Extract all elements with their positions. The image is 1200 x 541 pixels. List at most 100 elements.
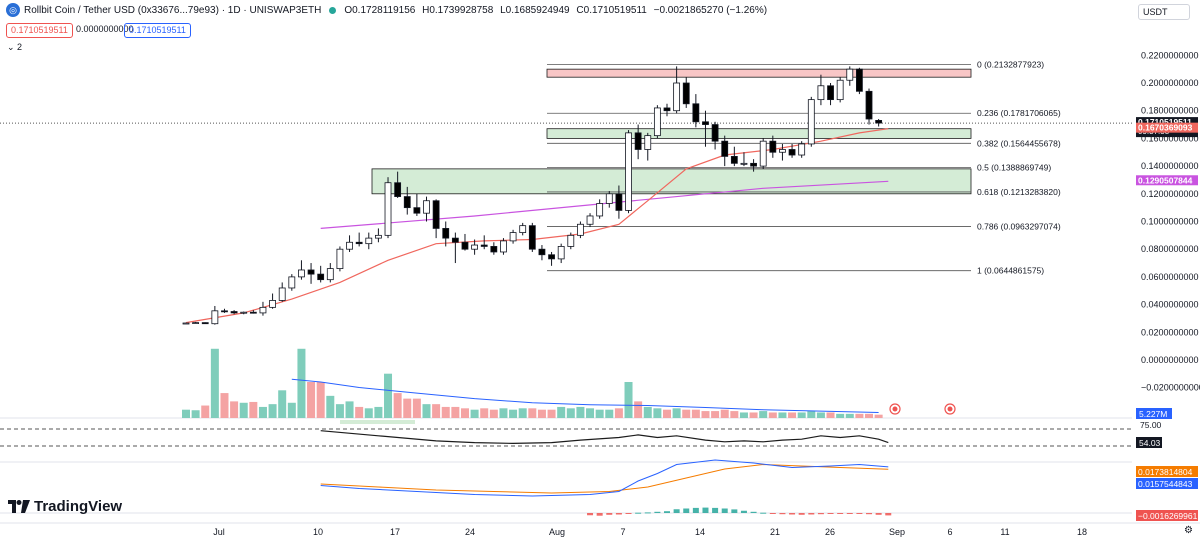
indicators-toggle[interactable]: ⌄ 2 [7, 42, 23, 52]
support-zone [546, 128, 972, 139]
ohlc-low: L0.1685924949 [500, 4, 570, 16]
volume-bar [278, 390, 287, 418]
candle-up [557, 246, 565, 260]
candle-up [596, 203, 604, 217]
ohlc-high: H0.1739928758 [422, 4, 494, 16]
y-tick-label: 0.1400000000 [1141, 161, 1199, 171]
candle-down [538, 248, 546, 256]
tradingview-logo[interactable]: TradingView [8, 498, 122, 515]
candle-up [836, 79, 844, 101]
volume-axis-tag [1136, 408, 1172, 419]
macd-histogram-bar [798, 513, 805, 515]
candle-down [307, 269, 315, 275]
candle-down [721, 140, 729, 157]
macd-line [320, 459, 889, 497]
coin-logo-icon: ◎ [6, 3, 20, 17]
macd-histogram-bar [683, 508, 690, 513]
candle-up [779, 149, 786, 153]
volume-bar [720, 409, 729, 418]
volume-bar [586, 408, 595, 418]
y-tick-label: 0.2200000000 [1141, 50, 1199, 60]
macd-signal-line [320, 463, 889, 494]
x-tick-label: 17 [390, 527, 400, 537]
volume-bar [788, 412, 797, 418]
volume-bar [711, 411, 720, 418]
y-tick-label: 0.0400000000 [1141, 300, 1199, 310]
candle-up [605, 193, 613, 204]
volume-bar [326, 395, 335, 418]
rsi-overbought-fill [340, 420, 415, 424]
macd-histogram-bar [856, 513, 863, 514]
x-tick-label: 7 [620, 527, 625, 537]
volume-bar [287, 402, 296, 418]
volume-bar [422, 404, 431, 418]
settings-gear-icon[interactable]: ⚙ [1184, 525, 1193, 536]
macd-histogram-bar [596, 513, 603, 516]
volume-bar [653, 408, 662, 418]
rsi-axis-tag [1136, 437, 1162, 448]
candle-down [249, 311, 257, 314]
y-tick-label: 0.0200000000 [1141, 327, 1199, 337]
price-axis-tag-label: 0.1670369093 [1138, 123, 1193, 133]
macd-histogram-bar [750, 511, 757, 513]
candle-down [750, 162, 757, 167]
volume-bar [191, 410, 200, 418]
volume-ma-line [291, 378, 879, 413]
x-tick-label: 26 [825, 527, 835, 537]
macd-histogram-bar [635, 512, 642, 514]
candle-up [740, 162, 748, 165]
sell-price-button[interactable]: 0.1710519511 [6, 23, 73, 38]
volume-bar [634, 401, 643, 418]
volume-bar [691, 409, 700, 418]
ohlc-close: C0.1710519511 [576, 4, 647, 16]
volume-bar [201, 405, 210, 418]
volume-bar [518, 408, 527, 418]
candle-up [586, 215, 594, 225]
ohlc-change: −0.0021865270 (−1.26%) [653, 4, 768, 16]
fib-level-label: 0.236 (0.1781706065) [977, 108, 1061, 118]
volume-bar [836, 413, 845, 418]
volume-bar [576, 406, 585, 418]
volume-bar [826, 412, 835, 418]
volume-bar [730, 411, 739, 418]
symbol-title[interactable]: Rollbit Coin / Tether USD (0x33676...79e… [24, 4, 322, 16]
currency-select[interactable]: USDT [1138, 4, 1190, 20]
fib-level-label: 0 (0.2132877923) [977, 60, 1044, 70]
spread-value: 0.0000000000 [76, 24, 134, 34]
macd-histogram-bar [654, 511, 661, 513]
volume-bar [480, 408, 489, 418]
candle-down [490, 246, 498, 253]
fib-level-label: 0.786 (0.0963297074) [977, 222, 1061, 232]
volume-bar [210, 348, 219, 418]
candle-up [365, 237, 373, 245]
economic-event-icon [947, 406, 953, 412]
candle-down [827, 85, 834, 101]
buy-price-button[interactable]: 0.1710519511 [124, 23, 191, 38]
macd-axis-tag-label: 0.0173814804 [1138, 467, 1193, 477]
volume-bar [739, 412, 748, 418]
price-axis-tag [1136, 122, 1198, 133]
macd-axis-tag-label: −0.0016269961 [1138, 511, 1198, 521]
candle-up [269, 300, 276, 308]
x-tick-label: 11 [1000, 527, 1009, 537]
candle-up [336, 248, 344, 269]
candle-down [548, 254, 555, 260]
chart-legend-bar: ◎ Rollbit Coin / Tether USD (0x33676...7… [0, 0, 1130, 20]
ohlc-open: O0.1728119156 [344, 4, 416, 16]
candle-down [615, 193, 623, 211]
macd-axis-tag [1136, 478, 1198, 489]
volume-bar [643, 406, 652, 418]
candle-down [432, 200, 440, 229]
tradingview-brand: TradingView [34, 498, 123, 515]
macd-histogram-bar [808, 513, 815, 515]
volume-bar [268, 404, 277, 418]
x-tick-label: Aug [549, 527, 565, 537]
y-tick-label: 0.1600000000 [1141, 133, 1199, 143]
candle-up [211, 310, 219, 325]
macd-histogram-bar [817, 513, 824, 515]
macd-histogram-bar [875, 513, 882, 515]
volume-bar [566, 408, 575, 418]
volume-axis-tag-label: 5.227M [1139, 409, 1167, 419]
y-tick-label: 0.2000000000 [1141, 78, 1199, 88]
